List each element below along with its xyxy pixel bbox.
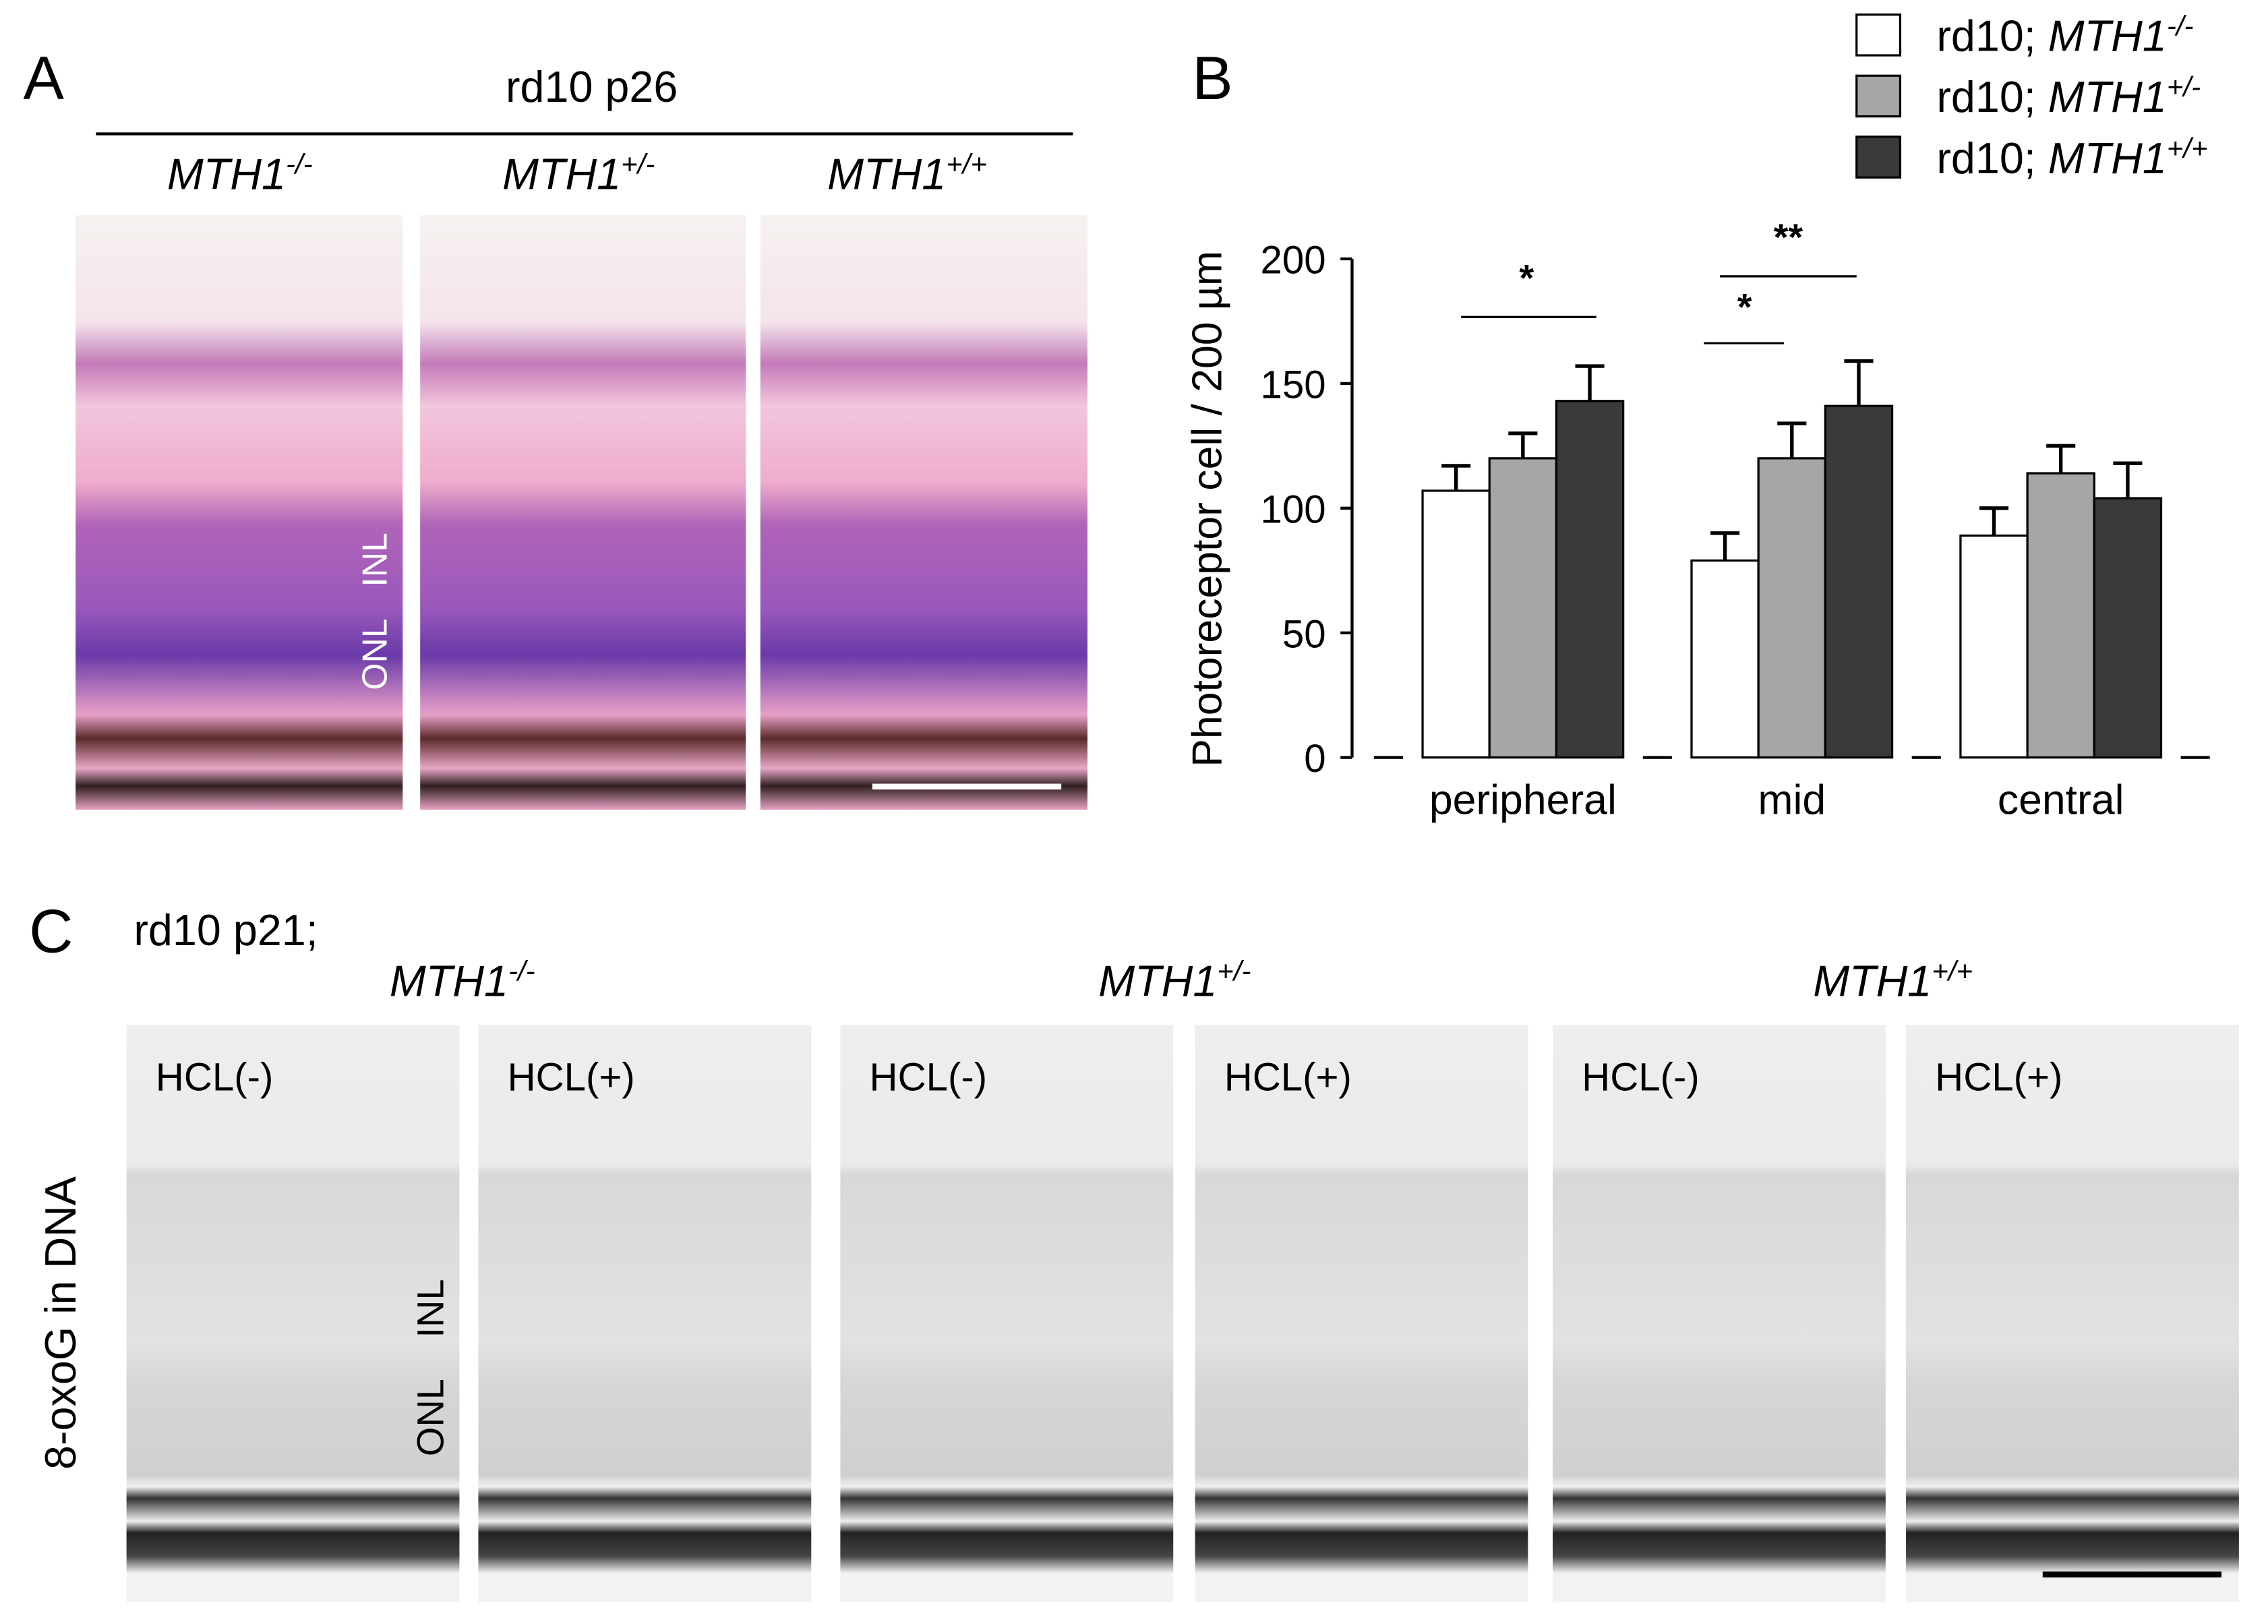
legend-label: rd10; MTH1+/- bbox=[1936, 71, 2201, 122]
genotype-label: MTH1-/- bbox=[390, 955, 535, 1005]
x-tick-label: peripheral bbox=[1429, 777, 1617, 824]
image-condition: HCL(-) bbox=[156, 1055, 274, 1099]
genotype-label: MTH1+/+ bbox=[827, 148, 987, 198]
x-tick-label: mid bbox=[1758, 777, 1826, 824]
layer-label: INL bbox=[409, 1279, 452, 1337]
y-tick-label: 50 bbox=[1282, 612, 1326, 656]
ihc-image bbox=[1553, 1025, 1886, 1602]
y-tick-label: 150 bbox=[1261, 363, 1326, 407]
y-tick-label: 200 bbox=[1261, 239, 1326, 282]
genotype-label: MTH1+/- bbox=[502, 148, 655, 198]
legend-label: rd10; MTH1-/- bbox=[1936, 9, 2193, 61]
genotype-label: MTH1-/- bbox=[167, 148, 313, 198]
y-tick-label: 100 bbox=[1261, 487, 1326, 531]
row-label: 8-oxoG in DNA bbox=[36, 1176, 85, 1470]
legend-label: rd10; MTH1+/+ bbox=[1936, 131, 2207, 183]
genotype-label: MTH1+/- bbox=[1098, 955, 1251, 1005]
bar bbox=[1555, 400, 1625, 759]
x-tick-label: central bbox=[1998, 777, 2124, 824]
genotype-label: MTH1+/+ bbox=[1813, 955, 1973, 1005]
bar bbox=[1488, 457, 1558, 759]
panel-title: rd10 p26 bbox=[506, 62, 678, 111]
panel-label: A bbox=[24, 44, 65, 113]
image-condition: HCL(+) bbox=[508, 1055, 635, 1099]
y-axis-title: Photoreceptor cell / 200 µm bbox=[1183, 251, 1230, 767]
ihc-image bbox=[1906, 1025, 2239, 1602]
layer-label: ONL bbox=[409, 1379, 452, 1456]
histology-image bbox=[420, 215, 746, 810]
layer-label: ONL bbox=[355, 618, 394, 690]
legend-swatch bbox=[1855, 136, 1902, 179]
layer-label: INL bbox=[355, 533, 394, 587]
panel-title: rd10 p21; bbox=[133, 905, 318, 955]
bar bbox=[2093, 497, 2163, 759]
bar bbox=[1690, 559, 1760, 759]
bar bbox=[1421, 489, 1491, 759]
bar bbox=[2026, 472, 2095, 759]
legend-swatch bbox=[1855, 74, 1902, 118]
image-condition: HCL(+) bbox=[1935, 1055, 2062, 1099]
ihc-image bbox=[126, 1025, 460, 1602]
histology-image bbox=[76, 215, 403, 810]
ihc-image bbox=[1195, 1025, 1528, 1602]
bar bbox=[1824, 404, 1894, 759]
image-condition: HCL(-) bbox=[1582, 1055, 1700, 1099]
significance-label: * bbox=[1737, 286, 1752, 328]
image-condition: HCL(-) bbox=[870, 1055, 988, 1099]
y-tick-label: 0 bbox=[1304, 737, 1325, 781]
legend-swatch bbox=[1855, 13, 1902, 57]
ihc-image bbox=[478, 1025, 812, 1602]
bar bbox=[1959, 534, 2029, 759]
image-condition: HCL(+) bbox=[1224, 1055, 1352, 1099]
bar bbox=[1757, 457, 1826, 759]
histology-image bbox=[760, 215, 1087, 810]
significance-label: * bbox=[1519, 256, 1534, 299]
panel-label: C bbox=[29, 898, 73, 966]
ihc-image bbox=[840, 1025, 1174, 1602]
panel-label: B bbox=[1192, 44, 1232, 113]
significance-label: ** bbox=[1774, 216, 1803, 258]
